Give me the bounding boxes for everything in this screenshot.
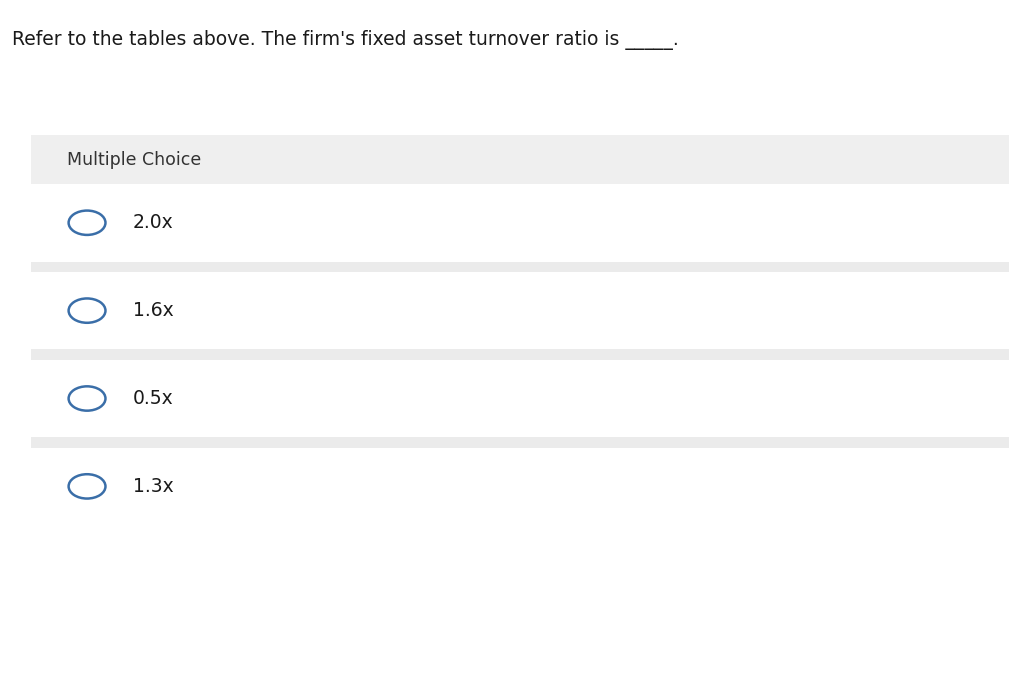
Text: Refer to the tables above. The firm's fixed asset turnover ratio is _____.: Refer to the tables above. The firm's fi… (12, 30, 679, 51)
FancyBboxPatch shape (31, 262, 1009, 272)
Text: 2.0x: 2.0x (133, 213, 174, 233)
Text: 1.3x: 1.3x (133, 477, 174, 496)
FancyBboxPatch shape (31, 272, 1009, 349)
FancyBboxPatch shape (31, 135, 1009, 184)
FancyBboxPatch shape (31, 349, 1009, 360)
FancyBboxPatch shape (31, 437, 1009, 448)
FancyBboxPatch shape (31, 360, 1009, 437)
Text: 0.5x: 0.5x (133, 389, 174, 408)
Text: 1.6x: 1.6x (133, 301, 174, 320)
Text: Multiple Choice: Multiple Choice (67, 151, 201, 168)
FancyBboxPatch shape (31, 448, 1009, 525)
FancyBboxPatch shape (31, 184, 1009, 262)
